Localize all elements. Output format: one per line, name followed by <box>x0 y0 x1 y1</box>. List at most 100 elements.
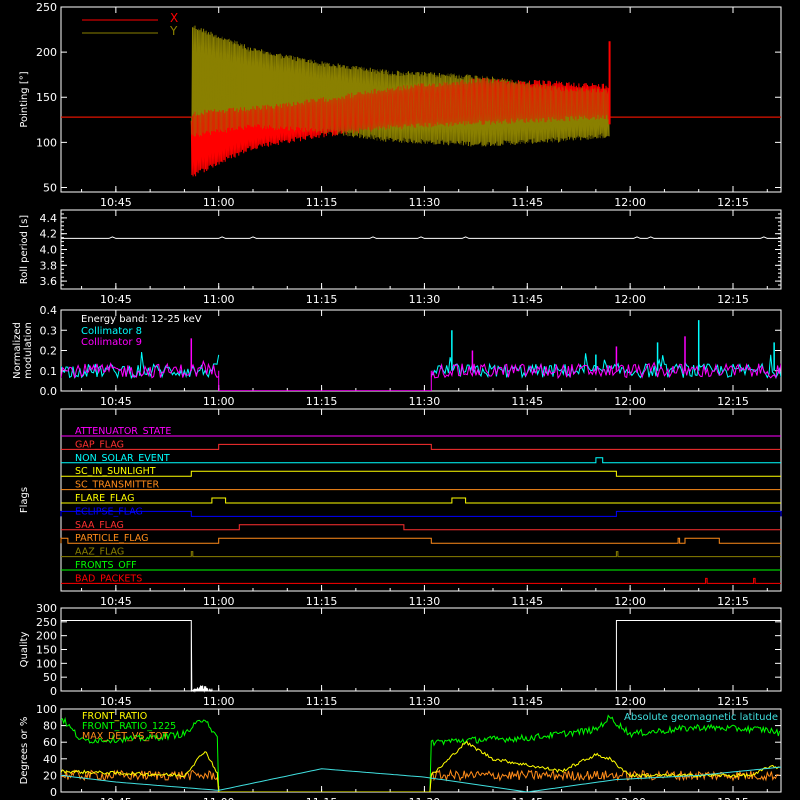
series-collimator-9-line <box>61 359 219 379</box>
y-tick-label: 60 <box>43 736 57 749</box>
x-tick-label: 11:00 <box>203 293 235 306</box>
flag-label-saa-flag: SAA_FLAG <box>75 520 124 531</box>
flag-label-aaz-flag: AAZ_FLAG <box>75 547 124 558</box>
legend-label-front-ratio: FRONT_RATIO <box>82 711 147 722</box>
series-collimator-9-line <box>430 361 781 380</box>
y-tick-label: 100 <box>36 703 57 716</box>
y-tick-label: 200 <box>36 46 57 59</box>
roll-period-line <box>61 236 781 239</box>
flag-line-bad-packets <box>61 577 781 584</box>
series-y-line <box>191 26 610 147</box>
panel-2: 10:45 11:00 11:15 11:30 11:45 12:00 12:15 Roll … <box>19 209 782 306</box>
quality-line <box>61 619 781 693</box>
x-tick-label: 11:30 <box>409 293 441 306</box>
y-tick-label: 50 <box>43 671 57 684</box>
x-tick-label: 12:00 <box>614 293 646 306</box>
y-tick-label: 0.4 <box>40 304 58 317</box>
y-tick-label: 0 <box>50 786 57 799</box>
x-tick-label: 10:45 <box>100 395 132 408</box>
x-tick-label: 11:00 <box>203 796 235 800</box>
y-axis-label: Quality <box>19 632 30 668</box>
y-tick-label: 250 <box>36 1 57 14</box>
x-tick-label: 12:00 <box>614 395 646 408</box>
y-axis-label: Pointing [°] <box>19 71 30 127</box>
y-tick-label: 80 <box>43 720 57 733</box>
y-tick-label: 200 <box>36 630 57 643</box>
flag-label-particle-flag: PARTICLE_FLAG <box>75 533 148 544</box>
panel-3: 10:45 11:00 11:15 11:30 11:45 12:00 12:15 Norma… <box>12 304 782 408</box>
y-tick-label: 3.8 <box>40 259 58 272</box>
legend-label-geomagnetic-latitude: Absolute geomagnetic latitude <box>624 712 778 723</box>
x-tick-label: 10:45 <box>100 796 132 800</box>
y-tick-label: 150 <box>36 91 57 104</box>
x-tick-label: 12:00 <box>614 695 646 708</box>
x-tick-label: 12:15 <box>717 595 749 608</box>
x-tick-label: 11:00 <box>203 395 235 408</box>
x-tick-label: 10:45 <box>100 196 132 209</box>
y-tick-label: 250 <box>36 616 57 629</box>
x-tick-label: 11:45 <box>511 796 543 800</box>
x-tick-label: 12:00 <box>614 196 646 209</box>
pointing-traces <box>61 25 781 177</box>
y-tick-label: 4.4 <box>40 212 58 225</box>
flag-label-attenuator-state: ATTENUATOR_STATE <box>75 426 171 437</box>
y-tick-label: 100 <box>36 657 57 670</box>
x-tick-label: 10:45 <box>100 695 132 708</box>
flag-label-non-solar-event: NON_SOLAR_EVENT <box>75 453 170 464</box>
y-tick-label: 0.0 <box>40 385 58 398</box>
panel-frame <box>60 408 782 592</box>
x-tick-label: 12:15 <box>717 695 749 708</box>
y-tick-label: 300 <box>36 602 57 615</box>
x-tick-label: 11:30 <box>409 196 441 209</box>
legend-label-front-ratio-1225: FRONT_RATIO_1225 <box>82 721 176 732</box>
flag-line-eclipse-flag <box>60 510 782 517</box>
modulation-traces <box>61 320 781 391</box>
x-tick-label: 11:15 <box>306 796 338 800</box>
x-tick-label: 12:15 <box>717 196 749 209</box>
panel-5: 10:45 11:00 11:15 11:30 11:45 12:00 12:15 Quali… <box>19 602 782 708</box>
y-tick-label: 0.3 <box>40 324 58 337</box>
x-tick-label: 11:15 <box>306 695 338 708</box>
panels: 10:45 11:00 11:15 11:30 11:45 12:00 12:15 Point… <box>12 1 782 800</box>
y-tick-label: 100 <box>36 136 57 149</box>
legend-label-y: Y <box>169 24 178 38</box>
y-tick-label: 4.0 <box>40 244 58 257</box>
panel-1: 10:45 11:00 11:15 11:30 11:45 12:00 12:15 Point… <box>19 1 782 209</box>
x-tick-label: 12:15 <box>717 796 749 800</box>
series-front-ratio-line <box>61 740 780 792</box>
flag-line-aaz-flag <box>61 551 781 558</box>
panel-4: 10:45 11:00 11:15 11:30 11:45 12:00 12:15 Flags… <box>19 408 782 608</box>
y-tick-label: 4.2 <box>40 228 58 241</box>
series-front-ratio-1225-line <box>61 714 781 792</box>
y-axis-label: Degrees or % <box>19 717 30 785</box>
legend-label-max-det-vs-tot: MAX_DET_VS_TOT <box>82 731 168 742</box>
y-tick-label: 0.1 <box>40 365 58 378</box>
legend-label-x: X <box>170 11 178 25</box>
y-axis-label: Normalized <box>12 322 23 379</box>
x-tick-label: 11:30 <box>409 695 441 708</box>
series-absolute-geomagnetic-latitude-line <box>61 766 781 792</box>
flag-label-bad-packets: BAD_PACKETS <box>75 573 142 584</box>
x-tick-label: 11:45 <box>511 695 543 708</box>
flag-label-eclipse-flag: ECLIPSE_FLAG <box>75 506 143 517</box>
y-tick-label: 0.2 <box>40 345 58 358</box>
y-axis-label: Flags <box>19 487 30 513</box>
y-tick-label: 40 <box>43 753 57 766</box>
flag-line-sc-in-sunlight <box>61 470 781 477</box>
x-tick-label: 11:00 <box>203 196 235 209</box>
x-tick-label: 11:30 <box>409 796 441 800</box>
flag-line-non-solar-event <box>61 457 781 464</box>
x-tick-label: 11:15 <box>306 196 338 209</box>
flag-line-flare-flag <box>61 497 781 504</box>
flag-label-gap-flag: GAP_FLAG <box>75 439 124 450</box>
y-tick-label: 0 <box>50 685 57 698</box>
x-tick-label: 12:15 <box>717 293 749 306</box>
x-tick-label: 12:00 <box>614 595 646 608</box>
x-tick-label: 11:45 <box>511 293 543 306</box>
x-tick-label: 11:15 <box>306 293 338 306</box>
ratio-traces <box>61 714 781 792</box>
x-tick-label: 11:15 <box>306 595 338 608</box>
y-tick-label: 3.6 <box>40 275 58 288</box>
flag-label-fronts-off: FRONTS_OFF <box>75 560 137 571</box>
